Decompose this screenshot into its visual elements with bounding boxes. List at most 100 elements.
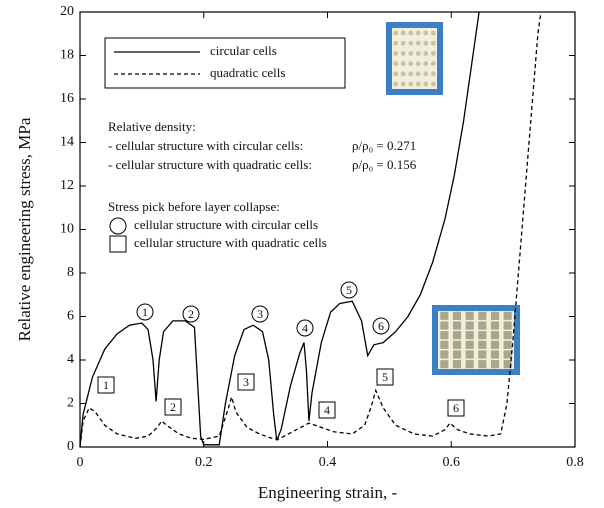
inset-hole <box>393 51 399 56</box>
square-marker-label: 1 <box>103 378 109 392</box>
x-tick-label: 0.6 <box>443 455 461 470</box>
inset-sample <box>438 311 514 369</box>
inset-hole <box>452 340 462 349</box>
inset-hole <box>490 350 500 359</box>
inset-hole <box>478 321 487 330</box>
inset-hole <box>430 81 436 87</box>
inset-hole <box>415 51 421 56</box>
x-axis-label: Engineering strain, - <box>258 483 398 502</box>
inset-sample <box>392 28 437 89</box>
inset-hole <box>478 331 487 340</box>
inset-hole <box>478 360 487 369</box>
inset-hole <box>400 40 406 46</box>
inset-hole <box>430 30 436 36</box>
legend-box <box>104 37 346 89</box>
y-tick-label: 0 <box>67 439 74 454</box>
inset-hole <box>478 350 487 359</box>
inset-hole <box>490 321 500 330</box>
inset-hole <box>415 61 421 66</box>
y-tick-label: 20 <box>60 4 74 19</box>
circle-marker-label: 3 <box>257 307 263 321</box>
square-marker-label: 5 <box>382 370 388 384</box>
legend-square <box>109 235 127 253</box>
inset-hole <box>452 360 462 369</box>
y-tick-label: 6 <box>67 309 74 324</box>
legend-circle <box>109 217 127 235</box>
circle-marker-label: 4 <box>302 321 308 335</box>
inset-hole <box>430 61 436 66</box>
annotation: cellular structure with circular cells <box>134 217 318 232</box>
data-line <box>79 11 480 448</box>
inset-hole <box>393 40 399 46</box>
inset-hole <box>408 81 414 87</box>
square-marker <box>318 401 336 419</box>
circle-marker <box>251 305 269 323</box>
inset-hole <box>400 81 406 87</box>
y-tick-label: 8 <box>67 265 74 280</box>
circle-marker <box>340 281 358 299</box>
inset-hole <box>465 331 474 340</box>
inset-hole <box>452 350 462 359</box>
y-axis-label: Relative engineering stress, MPa <box>15 117 34 341</box>
inset-hole <box>400 30 406 36</box>
inset-hole <box>430 51 436 56</box>
inset-hole <box>440 321 449 330</box>
square-marker <box>164 398 182 416</box>
y-tick-label: 16 <box>60 91 74 106</box>
circle-marker-label: 5 <box>346 283 352 297</box>
inset-hole <box>503 311 512 320</box>
square-marker <box>237 373 255 391</box>
legend-label: quadratic cells <box>210 65 285 80</box>
inset-hole <box>503 331 512 340</box>
square-marker-label: 2 <box>170 400 176 414</box>
circle-marker <box>296 319 314 337</box>
annotation: Relative density: <box>108 119 196 134</box>
inset-hole <box>400 61 406 66</box>
y-tick-label: 4 <box>67 352 74 367</box>
annotation: ρ/ρ₀ = 0.156 <box>352 157 417 172</box>
inset-hole <box>423 40 429 46</box>
circle-marker-label: 6 <box>378 319 384 333</box>
inset-hole <box>400 51 406 56</box>
inset-hole <box>452 321 462 330</box>
inset-hole <box>423 30 429 36</box>
circle-marker-label: 1 <box>142 305 148 319</box>
square-marker <box>447 399 465 417</box>
data-line <box>79 11 542 448</box>
annotation: ρ/ρ₀ = 0.271 <box>352 138 416 153</box>
inset-hole <box>465 311 474 320</box>
square-marker-label: 6 <box>453 401 459 415</box>
inset-hole <box>490 311 500 320</box>
inset-hole <box>423 71 429 77</box>
inset-hole <box>440 360 449 369</box>
inset-hole <box>452 311 462 320</box>
circle-marker-label: 2 <box>188 307 194 321</box>
inset-hole <box>423 61 429 66</box>
inset-hole <box>452 331 462 340</box>
inset-hole <box>393 30 399 36</box>
x-tick-label: 0.2 <box>195 455 213 470</box>
inset-hole <box>408 51 414 56</box>
y-tick-label: 2 <box>67 396 74 411</box>
annotation: cellular structure with quadratic cells <box>134 235 327 250</box>
x-tick-label: 0 <box>77 455 84 470</box>
inset-hole <box>415 71 421 77</box>
inset-hole <box>408 30 414 36</box>
square-marker-label: 4 <box>324 403 330 417</box>
inset-hole <box>478 311 487 320</box>
inset-hole <box>393 61 399 66</box>
circle-marker <box>372 317 390 335</box>
circle-marker <box>136 303 154 321</box>
inset-hole <box>393 81 399 87</box>
square-marker <box>97 376 115 394</box>
inset-hole <box>440 340 449 349</box>
inset-hole <box>430 71 436 77</box>
square-marker <box>376 368 394 386</box>
inset-hole <box>393 71 399 77</box>
inset-hole <box>465 321 474 330</box>
x-tick-label: 0.8 <box>566 455 584 470</box>
inset-hole <box>430 40 436 46</box>
inset-hole <box>503 350 512 359</box>
legend-label: circular cells <box>210 43 277 58</box>
inset-hole <box>415 40 421 46</box>
